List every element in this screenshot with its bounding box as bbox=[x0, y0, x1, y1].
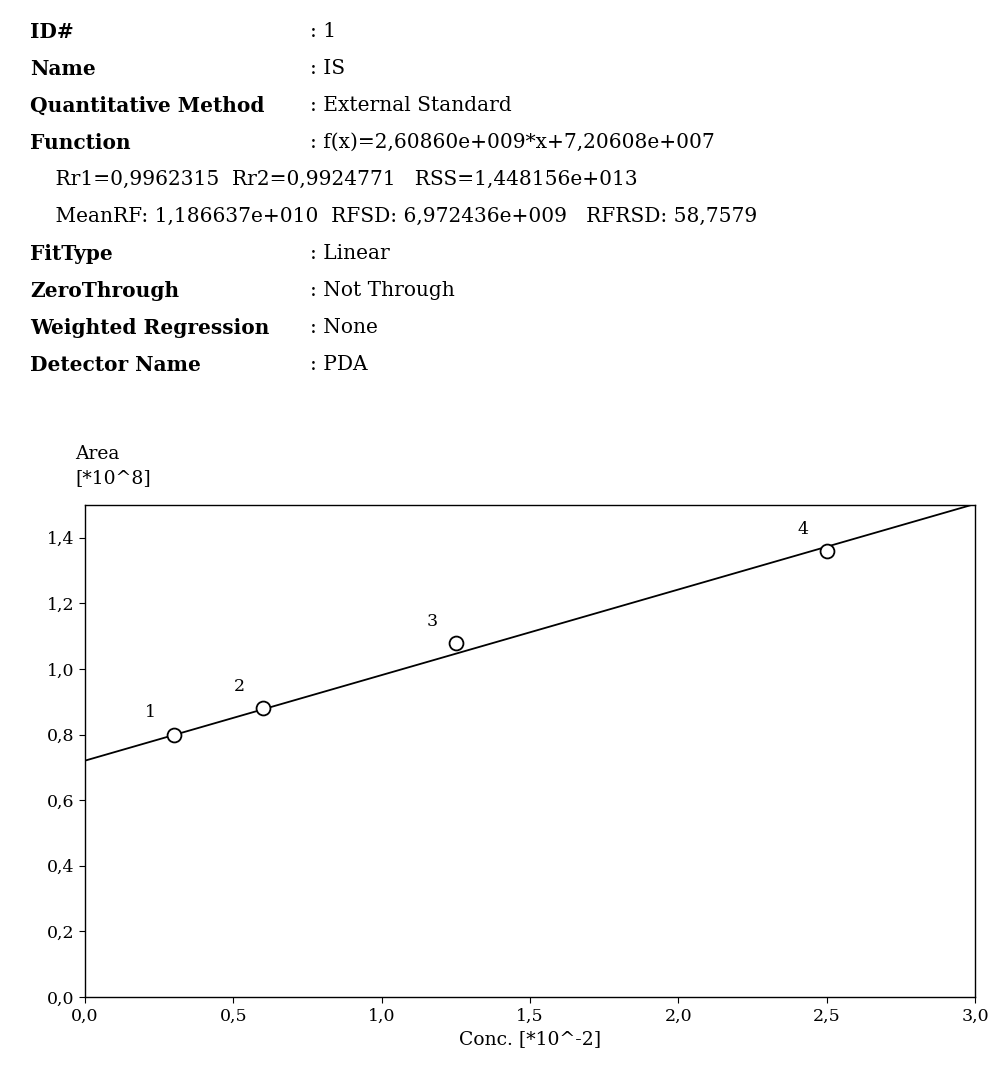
Text: 4: 4 bbox=[797, 520, 808, 538]
Text: Quantitative Method: Quantitative Method bbox=[30, 96, 264, 116]
Text: Rr1=0,9962315  Rr2=0,9924771   RSS=1,448156e+013: Rr1=0,9962315 Rr2=0,9924771 RSS=1,448156… bbox=[30, 170, 638, 189]
Text: Weighted Regression: Weighted Regression bbox=[30, 318, 269, 338]
Text: ID#: ID# bbox=[30, 22, 74, 42]
Text: MeanRF: 1,186637e+010  RFSD: 6,972436e+009   RFRSD: 58,7579: MeanRF: 1,186637e+010 RFSD: 6,972436e+00… bbox=[30, 207, 757, 226]
Text: : PDA: : PDA bbox=[310, 355, 368, 374]
Text: : None: : None bbox=[310, 318, 378, 337]
Text: : f(x)=2,60860e+009*x+7,20608e+007: : f(x)=2,60860e+009*x+7,20608e+007 bbox=[310, 133, 715, 151]
Text: Area: Area bbox=[75, 445, 119, 463]
Text: 1: 1 bbox=[145, 704, 156, 722]
Text: : Not Through: : Not Through bbox=[310, 281, 455, 300]
Text: Name: Name bbox=[30, 60, 96, 79]
Text: ZeroThrough: ZeroThrough bbox=[30, 281, 179, 301]
Text: : IS: : IS bbox=[310, 60, 345, 78]
Text: Detector Name: Detector Name bbox=[30, 355, 201, 375]
Text: FitType: FitType bbox=[30, 245, 113, 264]
Text: Function: Function bbox=[30, 133, 131, 153]
X-axis label: Conc. [*10^-2]: Conc. [*10^-2] bbox=[459, 1030, 601, 1048]
Text: : 1: : 1 bbox=[310, 22, 336, 41]
Text: : Linear: : Linear bbox=[310, 245, 390, 263]
Text: 3: 3 bbox=[427, 612, 438, 630]
Text: : External Standard: : External Standard bbox=[310, 96, 512, 115]
Text: 2: 2 bbox=[234, 678, 245, 696]
Text: [*10^8]: [*10^8] bbox=[75, 469, 151, 487]
